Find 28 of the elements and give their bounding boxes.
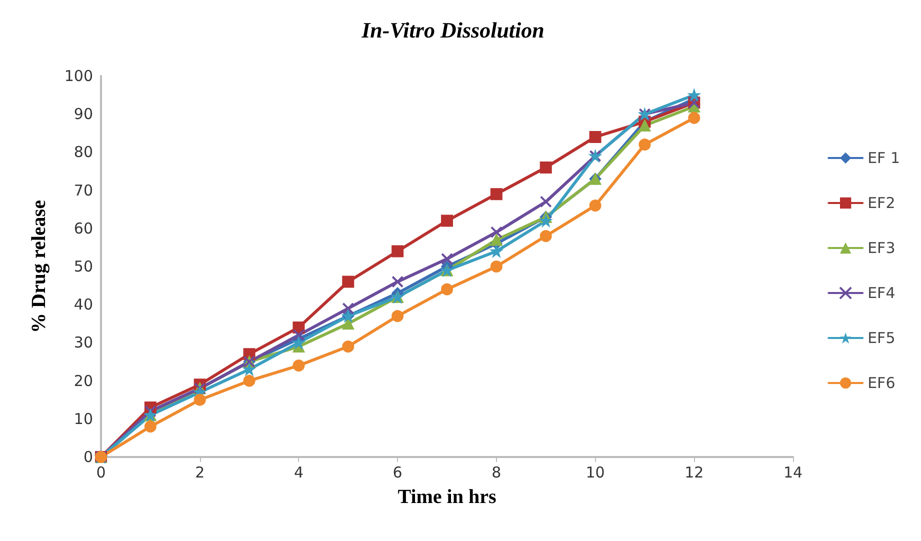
y-tick-label: 40 <box>74 296 93 314</box>
legend-label: EF 1 <box>868 149 900 167</box>
y-tick-label: 10 <box>74 410 93 428</box>
x-tick-label: 2 <box>195 464 205 482</box>
x-axis-title: Time in hrs <box>398 486 496 508</box>
y-tick-label: 60 <box>74 219 93 238</box>
x-tick-label: 14 <box>783 464 803 482</box>
y-tick-label: 90 <box>74 105 93 124</box>
legend-label: EF4 <box>868 284 896 302</box>
legend-label: EF3 <box>868 239 896 257</box>
x-tick-label: 12 <box>684 464 704 482</box>
y-tick-label: 100 <box>64 67 93 85</box>
y-tick-label: 20 <box>74 372 93 390</box>
legend-label: EF6 <box>868 374 896 392</box>
legend-label: EF2 <box>868 194 896 212</box>
y-tick-label: 80 <box>74 143 93 162</box>
x-tick-label: 0 <box>96 464 106 482</box>
y-tick-label: 70 <box>74 181 93 200</box>
y-tick-label: 0 <box>83 448 93 466</box>
x-tick-label: 10 <box>586 464 605 482</box>
x-tick-label: 4 <box>294 464 304 482</box>
y-tick-label: 50 <box>74 258 93 276</box>
legend-label: EF5 <box>868 329 896 347</box>
y-tick-label: 30 <box>74 334 93 352</box>
chart-title: In-Vitro Dissolution <box>360 18 544 42</box>
y-axis-title: % Drug release <box>28 200 50 333</box>
x-tick-label: 8 <box>492 464 502 482</box>
x-tick-label: 6 <box>392 464 402 482</box>
